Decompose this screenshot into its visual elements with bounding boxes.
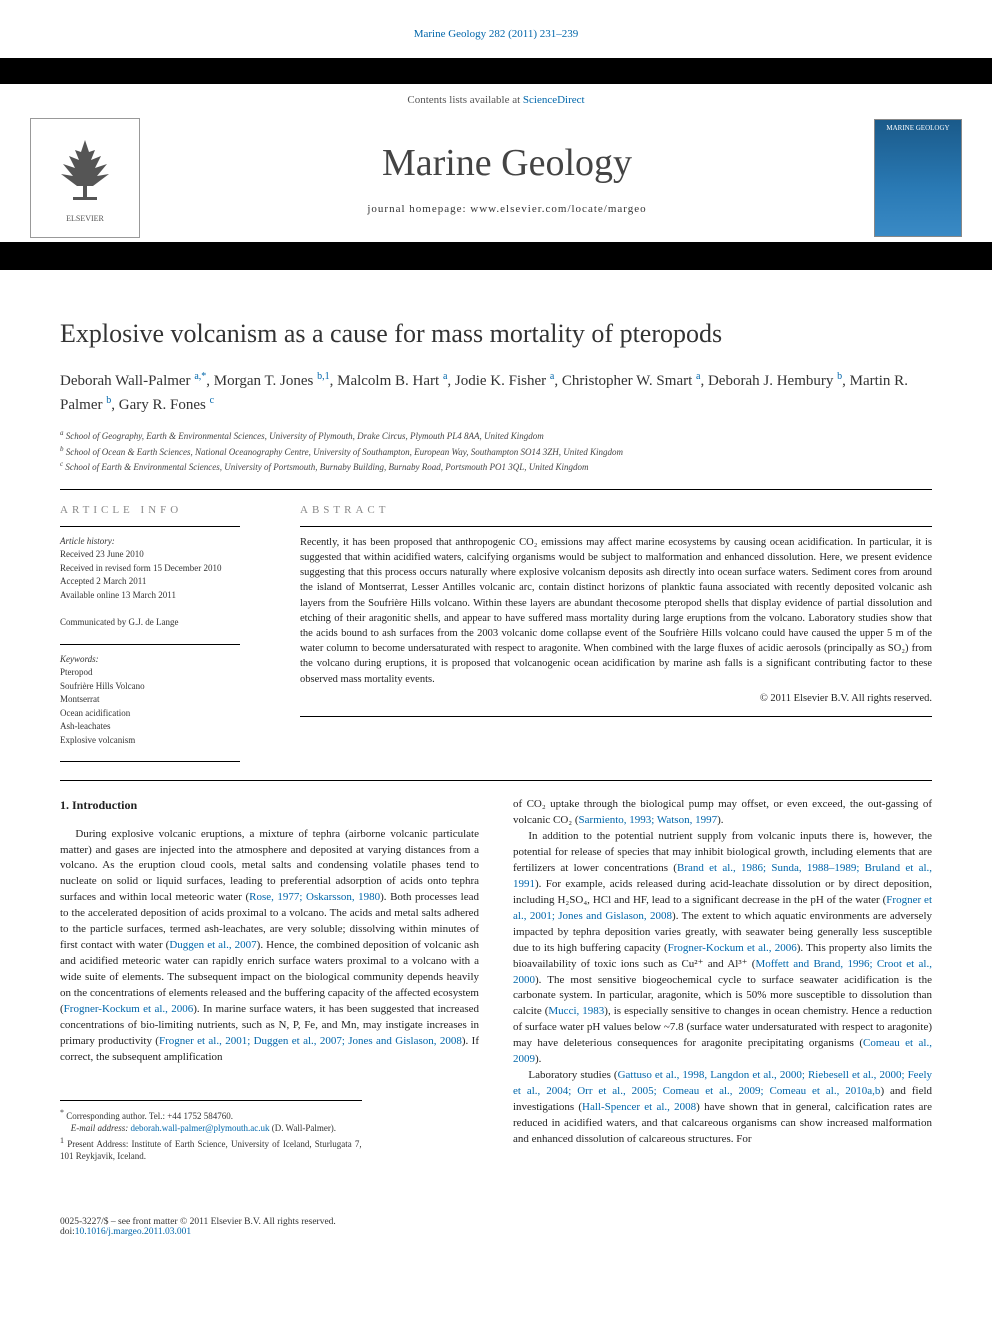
contents-line-text: Contents lists available at	[407, 94, 522, 106]
doi-link[interactable]: 10.1016/j.margeo.2011.03.001	[75, 1227, 191, 1237]
journal-header-band: Contents lists available at ScienceDirec…	[0, 84, 992, 244]
abstract-rule-top	[300, 526, 932, 527]
affiliation-b: School of Ocean & Earth Sciences, Nation…	[66, 447, 623, 457]
info-rule-3	[60, 761, 240, 762]
journal-homepage: journal homepage: www.elsevier.com/locat…	[140, 203, 874, 215]
intro-para-3: Laboratory studies (Gattuso et al., 1998…	[513, 1068, 932, 1148]
top-black-bar	[0, 58, 992, 84]
front-matter-line: 0025-3227/$ – see front matter © 2011 El…	[60, 1217, 336, 1227]
ref-link-2[interactable]: Duggen et al., 2007	[169, 939, 256, 951]
elsevier-label: ELSEVIER	[66, 214, 104, 223]
cover-label: MARINE GEOLOGY	[886, 124, 949, 132]
article-info-heading: ARTICLE INFO	[60, 504, 260, 516]
keyword-3: Ocean acidification	[60, 707, 260, 721]
info-rule-2	[60, 644, 240, 645]
ref-link-10[interactable]: Mucci, 1983	[548, 1005, 604, 1017]
ref-link-3[interactable]: Frogner-Kockum et al., 2006	[64, 1003, 194, 1015]
info-rule-1	[60, 526, 240, 527]
page-footer: 0025-3227/$ – see front matter © 2011 El…	[0, 1193, 992, 1267]
affiliations: a School of Geography, Earth & Environme…	[60, 428, 932, 475]
intro-para-1-cont: of CO₂ uptake through the biological pum…	[513, 797, 932, 829]
affiliation-c: School of Earth & Environmental Sciences…	[65, 462, 588, 472]
communicated-by: Communicated by G.J. de Lange	[60, 616, 260, 630]
journal-title: Marine Geology	[140, 141, 874, 185]
keywords-block: Keywords: Pteropod Soufrière Hills Volca…	[60, 653, 260, 748]
revised-date: Received in revised form 15 December 201…	[60, 562, 260, 576]
abstract-copyright: © 2011 Elsevier B.V. All rights reserved…	[300, 691, 932, 706]
journal-cover-thumbnail: MARINE GEOLOGY	[874, 119, 962, 237]
ref-link-13[interactable]: Hall-Spencer et al., 2008	[582, 1101, 696, 1113]
keyword-5: Explosive volcanism	[60, 734, 260, 748]
ref-link-4[interactable]: Frogner et al., 2001; Duggen et al., 200…	[159, 1035, 462, 1047]
keyword-4: Ash-leachates	[60, 720, 260, 734]
article-title: Explosive volcanism as a cause for mass …	[60, 318, 932, 349]
abstract-body: Recently, it has been proposed that anth…	[300, 537, 932, 685]
online-date: Available online 13 March 2011	[60, 589, 260, 603]
sciencedirect-link[interactable]: ScienceDirect	[523, 94, 585, 106]
doi-prefix: doi:	[60, 1227, 75, 1237]
corresponding-author: Corresponding author. Tel.: +44 1752 584…	[66, 1111, 233, 1121]
intro-para-1: During explosive volcanic eruptions, a m…	[60, 827, 479, 1066]
section-1-heading: 1. Introduction	[60, 797, 479, 814]
bottom-black-bar	[0, 244, 992, 270]
received-date: Received 23 June 2010	[60, 548, 260, 562]
abstract-column: ABSTRACT Recently, it has been proposed …	[300, 504, 932, 763]
email-name: (D. Wall-Palmer).	[269, 1123, 336, 1133]
keyword-1: Soufrière Hills Volcano	[60, 680, 260, 694]
affiliation-a: School of Geography, Earth & Environment…	[66, 431, 544, 441]
email-link[interactable]: deborah.wall-palmer@plymouth.ac.uk	[130, 1123, 269, 1133]
abstract-rule-bottom	[300, 716, 932, 717]
abstract-text: Recently, it has been proposed that anth…	[300, 535, 932, 706]
footer-left: 0025-3227/$ – see front matter © 2011 El…	[60, 1217, 336, 1237]
body-column-left: 1. Introduction During explosive volcani…	[60, 797, 479, 1163]
accepted-date: Accepted 2 March 2011	[60, 575, 260, 589]
keyword-2: Montserrat	[60, 693, 260, 707]
ref-link-1[interactable]: Rose, 1977; Oskarsson, 1980	[249, 891, 380, 903]
authors: Deborah Wall-Palmer a,*, Morgan T. Jones…	[60, 369, 932, 416]
keyword-0: Pteropod	[60, 666, 260, 680]
intro-para-2: In addition to the potential nutrient su…	[513, 829, 932, 1068]
top-citation: Marine Geology 282 (2011) 231–239	[0, 0, 992, 58]
elsevier-tree-icon	[53, 134, 117, 214]
footnotes: * Corresponding author. Tel.: +44 1752 5…	[60, 1100, 362, 1163]
body-column-right: of CO₂ uptake through the biological pum…	[513, 797, 932, 1163]
keywords-label: Keywords:	[60, 653, 260, 667]
present-address: Present Address: Institute of Earth Scie…	[60, 1139, 362, 1162]
email-label: E-mail address:	[71, 1123, 128, 1133]
abstract-heading: ABSTRACT	[300, 504, 932, 516]
elsevier-logo: ELSEVIER	[30, 118, 140, 238]
article-info-column: ARTICLE INFO Article history: Received 2…	[60, 504, 260, 763]
ref-link-8[interactable]: Frogner-Kockum et al., 2006	[668, 942, 797, 954]
history-label: Article history:	[60, 535, 260, 549]
article-history: Article history: Received 23 June 2010 R…	[60, 535, 260, 603]
ref-link-5[interactable]: Sarmiento, 1993; Watson, 1997	[579, 814, 718, 826]
contents-line: Contents lists available at ScienceDirec…	[0, 84, 992, 112]
